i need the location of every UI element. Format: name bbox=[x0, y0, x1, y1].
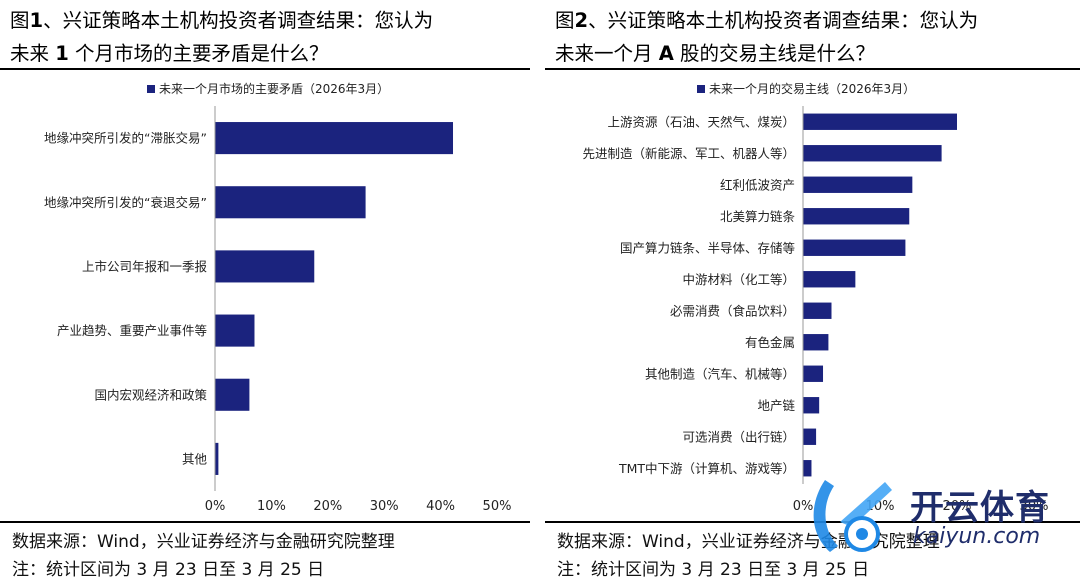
category-label: 北美算力链条 bbox=[720, 209, 796, 224]
x-tick-label: 40% bbox=[426, 499, 455, 514]
title-line2-number: 1 bbox=[55, 42, 69, 65]
bar bbox=[803, 239, 906, 256]
watermark-domain: kaiyun.com bbox=[913, 524, 1041, 549]
x-tick-label: 0% bbox=[205, 499, 226, 514]
category-label: 可选消费（出行链） bbox=[682, 429, 795, 444]
category-label: TMT中下游（计算机、游戏等） bbox=[618, 461, 795, 476]
figure-2-title: 图2、兴证策略本土机构投资者调查结果：您认为 未来一个月 A 股的交易主线是什么… bbox=[555, 4, 1070, 70]
x-tick-label: 30% bbox=[1020, 499, 1049, 514]
category-label: 地缘冲突所引发的“衰退交易” bbox=[44, 195, 207, 210]
bar bbox=[803, 460, 812, 477]
category-label: 其他 bbox=[182, 451, 208, 466]
watermark: 开云体育 kaiyun.com bbox=[800, 472, 1070, 562]
bar bbox=[215, 122, 454, 155]
figure-1-panel: 图1、兴证策略本土机构投资者调查结果：您认为 未来 1 个月市场的主要矛盾是什么… bbox=[0, 0, 530, 582]
category-label: 红利低波资产 bbox=[720, 177, 795, 192]
category-label: 先进制造（新能源、军工、机器人等） bbox=[582, 146, 795, 161]
x-tick-label: 20% bbox=[943, 499, 972, 514]
figure-2-chart: 未来一个月的交易主线（2026年3月） 上游资源（石油、天然气、煤炭） 先进制造（新… bbox=[582, 81, 1049, 514]
x-tick-label: 10% bbox=[257, 499, 286, 514]
title-prefix: 图 bbox=[10, 9, 30, 32]
bar bbox=[803, 208, 910, 225]
source-divider bbox=[545, 521, 1080, 523]
title-line1: 、兴证策略本土机构投资者调查结果：您认为 bbox=[588, 9, 979, 32]
bar bbox=[215, 314, 255, 347]
title-divider bbox=[545, 68, 1080, 70]
watermark-brand: 开云体育 bbox=[910, 488, 1050, 528]
category-label: 国内宏观经济和政策 bbox=[94, 387, 207, 402]
source-divider bbox=[0, 521, 530, 523]
title-line2-b: 个月市场的主要矛盾是什么？ bbox=[75, 42, 329, 65]
title-number: 2 bbox=[574, 9, 589, 32]
figure-1-chart: 未来一个月市场的主要矛盾（2026年3月） 地缘冲突所引发的“滞胀交易” 地缘冲突所… bbox=[44, 81, 512, 514]
category-label: 上市公司年报和一季报 bbox=[82, 259, 208, 274]
bar bbox=[803, 145, 942, 162]
bar bbox=[215, 378, 250, 411]
title-line2-a: 未来一个月 bbox=[555, 42, 653, 65]
legend-label: 未来一个月市场的主要矛盾（2026年3月） bbox=[159, 81, 389, 96]
bar bbox=[215, 442, 219, 475]
legend-label: 未来一个月的交易主线（2026年3月） bbox=[709, 81, 915, 96]
title-divider bbox=[0, 68, 530, 70]
figure-1-title: 图1、兴证策略本土机构投资者调查结果：您认为 未来 1 个月市场的主要矛盾是什么… bbox=[10, 4, 525, 70]
bar bbox=[215, 186, 366, 219]
bar bbox=[803, 113, 957, 130]
note-text: 注：统计区间为 3 月 23 日至 3 月 25 日 bbox=[12, 560, 325, 580]
bar bbox=[803, 365, 824, 382]
bar bbox=[803, 428, 817, 445]
category-label: 产业趋势、重要产业事件等 bbox=[57, 323, 207, 338]
title-line2-b: 股的交易主线是什么？ bbox=[680, 42, 876, 65]
watermark-logo-icon bbox=[813, 480, 892, 552]
category-label: 上游资源（石油、天然气、煤炭） bbox=[607, 114, 795, 129]
category-label: 其他制造（汽车、机械等） bbox=[645, 366, 795, 381]
note-text: 注：统计区间为 3 月 23 日至 3 月 25 日 bbox=[557, 560, 870, 580]
category-label: 地产链 bbox=[757, 398, 795, 413]
category-label: 有色金属 bbox=[745, 335, 795, 350]
bar bbox=[803, 397, 820, 414]
category-label: 国产算力链条、半导体、存储等 bbox=[620, 240, 795, 255]
bar bbox=[803, 176, 913, 193]
figure-2-panel: 图2、兴证策略本土机构投资者调查结果：您认为 未来一个月 A 股的交易主线是什么… bbox=[545, 0, 1080, 582]
source-text: 数据来源：Wind，兴业证券经济与金融研究院整理 bbox=[557, 532, 940, 552]
legend-swatch bbox=[147, 85, 155, 93]
bar bbox=[215, 250, 315, 283]
x-tick-label: 30% bbox=[370, 499, 399, 514]
x-tick-label: 50% bbox=[483, 499, 512, 514]
title-number: 1 bbox=[29, 9, 44, 32]
legend-swatch bbox=[697, 85, 705, 93]
category-label: 中游材料（化工等） bbox=[682, 272, 795, 287]
title-line2-a: 未来 bbox=[10, 42, 50, 65]
title-line1: 、兴证策略本土机构投资者调查结果：您认为 bbox=[43, 9, 434, 32]
category-label: 必需消费（食品饮料） bbox=[670, 303, 795, 318]
bar bbox=[803, 302, 832, 319]
title-prefix: 图 bbox=[555, 9, 575, 32]
bar bbox=[803, 271, 856, 288]
x-tick-label: 20% bbox=[313, 499, 342, 514]
title-line2-number: A bbox=[658, 42, 674, 65]
source-text: 数据来源：Wind，兴业证券经济与金融研究院整理 bbox=[12, 532, 395, 552]
x-tick-label: 0% bbox=[793, 499, 814, 514]
category-label: 地缘冲突所引发的“滞胀交易” bbox=[44, 131, 207, 146]
bar bbox=[803, 334, 829, 351]
